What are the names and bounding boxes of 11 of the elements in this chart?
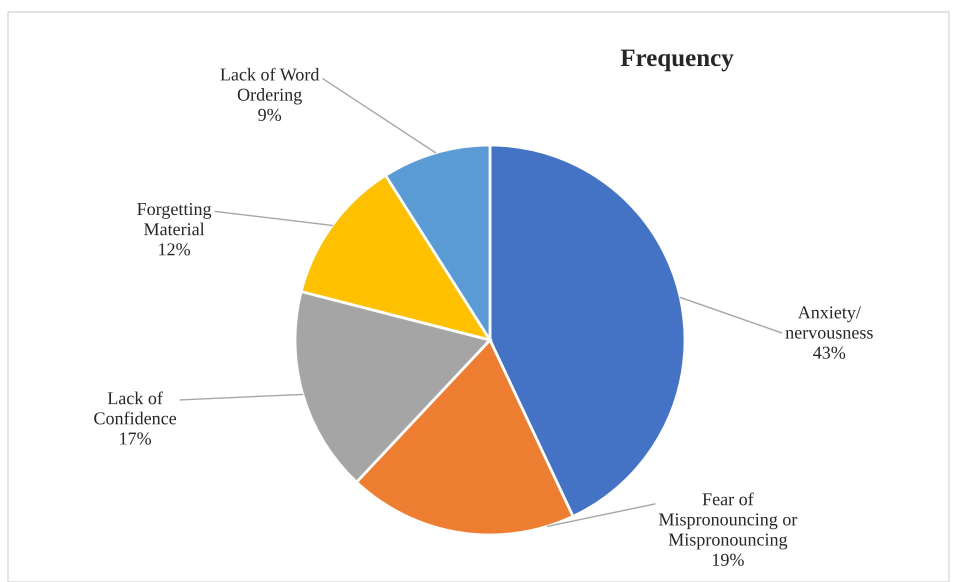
slice-label: Forgetting Material bbox=[137, 203, 212, 236]
slice-label: Lack of Word Ordering bbox=[220, 68, 320, 104]
data-label: 9% bbox=[258, 108, 282, 121]
chart-title: Frequency bbox=[620, 50, 734, 72]
data-label: 12% bbox=[159, 243, 190, 256]
data-label: 17% bbox=[120, 432, 152, 445]
data-label: 19% bbox=[712, 554, 744, 566]
slice-label: Fear of Mispronouncing or Mispronouncing bbox=[658, 492, 798, 550]
slice-label: Anxiety/ nervousness bbox=[786, 306, 873, 339]
data-label: 43% bbox=[813, 346, 846, 359]
slice-label: Lack of Confidence bbox=[94, 391, 176, 424]
